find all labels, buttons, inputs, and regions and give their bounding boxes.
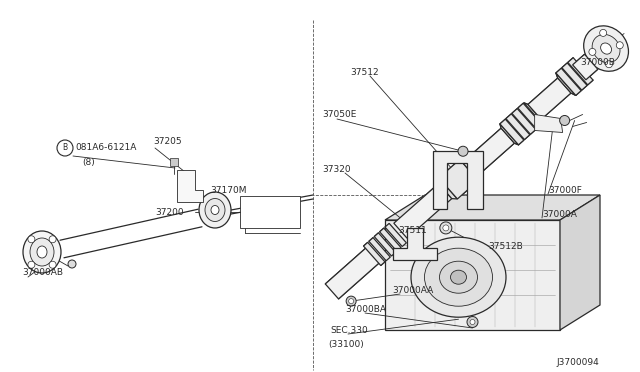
Ellipse shape [584, 26, 628, 71]
Polygon shape [500, 124, 518, 145]
Polygon shape [500, 119, 524, 145]
Polygon shape [438, 178, 458, 199]
Polygon shape [506, 114, 530, 140]
Text: 37170M: 37170M [210, 186, 246, 195]
Polygon shape [439, 160, 478, 199]
Circle shape [589, 48, 596, 55]
Text: SEC.330: SEC.330 [330, 326, 368, 335]
Polygon shape [394, 228, 437, 260]
Polygon shape [433, 151, 483, 209]
Text: 37512: 37512 [350, 68, 379, 77]
Ellipse shape [411, 237, 506, 317]
Ellipse shape [592, 35, 620, 63]
Polygon shape [560, 195, 600, 330]
Text: 37205: 37205 [153, 137, 182, 146]
Circle shape [440, 222, 452, 234]
Text: 081A6-6121A: 081A6-6121A [75, 143, 136, 152]
Circle shape [616, 42, 623, 49]
Ellipse shape [440, 261, 477, 293]
Polygon shape [465, 128, 515, 175]
Circle shape [458, 146, 468, 156]
Polygon shape [380, 228, 401, 251]
Polygon shape [534, 115, 563, 132]
Text: J3700094: J3700094 [556, 358, 599, 367]
Text: 37000A: 37000A [542, 210, 577, 219]
Circle shape [68, 260, 76, 268]
Text: B: B [63, 144, 68, 153]
Circle shape [28, 236, 35, 243]
Circle shape [605, 61, 612, 68]
Text: 37320: 37320 [322, 165, 351, 174]
Circle shape [49, 261, 56, 268]
Text: 37050E: 37050E [322, 110, 356, 119]
Circle shape [470, 320, 475, 324]
Circle shape [467, 317, 478, 327]
Polygon shape [518, 103, 541, 129]
Text: 37000B: 37000B [580, 58, 615, 67]
Circle shape [600, 29, 607, 36]
Text: 37000AA: 37000AA [392, 286, 433, 295]
Polygon shape [369, 238, 390, 261]
Text: 37511: 37511 [398, 226, 427, 235]
Circle shape [559, 115, 570, 125]
Ellipse shape [199, 192, 231, 228]
Polygon shape [512, 109, 536, 134]
Text: 37000BA: 37000BA [345, 305, 386, 314]
Polygon shape [562, 63, 587, 90]
Text: 37000AB: 37000AB [22, 268, 63, 277]
Polygon shape [385, 195, 600, 220]
Polygon shape [170, 158, 178, 166]
Polygon shape [394, 184, 452, 238]
Circle shape [57, 140, 73, 156]
Polygon shape [177, 170, 203, 202]
Polygon shape [385, 223, 406, 247]
Ellipse shape [600, 43, 612, 54]
Text: 37000F: 37000F [548, 186, 582, 195]
Polygon shape [524, 103, 542, 124]
Ellipse shape [30, 238, 54, 266]
Circle shape [49, 236, 56, 243]
Polygon shape [573, 54, 598, 80]
Circle shape [28, 261, 35, 268]
Polygon shape [364, 243, 385, 266]
Ellipse shape [211, 205, 219, 215]
Ellipse shape [451, 270, 467, 284]
Ellipse shape [23, 231, 61, 273]
Circle shape [346, 296, 356, 306]
Text: 37512B: 37512B [488, 242, 523, 251]
Polygon shape [556, 73, 576, 96]
Polygon shape [240, 196, 300, 228]
Ellipse shape [37, 246, 47, 258]
Text: (33100): (33100) [328, 340, 364, 349]
Polygon shape [460, 160, 479, 180]
Ellipse shape [205, 199, 225, 221]
Polygon shape [568, 58, 593, 85]
Ellipse shape [424, 248, 493, 306]
Polygon shape [385, 220, 560, 330]
Text: 37200: 37200 [155, 208, 184, 217]
Polygon shape [556, 68, 581, 96]
Polygon shape [528, 78, 571, 119]
Circle shape [349, 299, 354, 304]
Text: (8): (8) [82, 158, 95, 167]
Circle shape [443, 225, 449, 231]
Polygon shape [325, 247, 380, 299]
Polygon shape [374, 233, 396, 256]
